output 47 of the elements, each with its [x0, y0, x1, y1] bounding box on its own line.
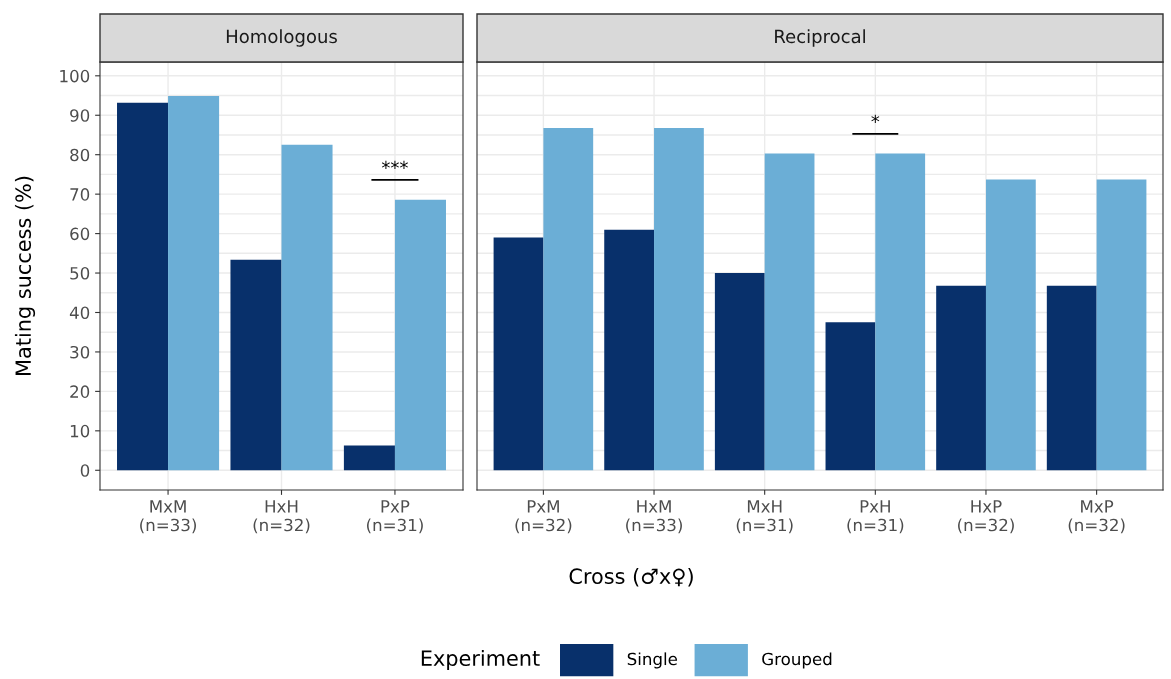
bar — [168, 95, 220, 471]
bar — [230, 259, 282, 471]
x-tick-label: PxP (n=31) — [367, 500, 423, 534]
y-tick-label: 40 — [69, 306, 90, 320]
bar — [343, 445, 395, 471]
annotation: *** — [381, 160, 408, 170]
bar — [936, 285, 986, 471]
chart-title: Reciprocal — [775, 29, 865, 47]
bar — [714, 273, 765, 471]
x-tick-label: MxP (n=32) — [1068, 500, 1125, 534]
y-tick-label: 100 — [60, 69, 90, 83]
y-tick-label: 0 — [80, 464, 90, 477]
bar — [493, 237, 544, 471]
bar — [1046, 285, 1097, 471]
y-tick-label: 30 — [70, 345, 90, 359]
chart-title: Homologous — [226, 29, 337, 47]
x-tick-label: HxM (n=33) — [626, 500, 682, 534]
bar — [543, 127, 594, 471]
y-tick-label: 10 — [70, 424, 90, 438]
bar — [394, 199, 446, 471]
bar — [875, 153, 926, 471]
y-tick-label: 90 — [70, 109, 90, 122]
annotation: * — [871, 114, 880, 123]
bar — [825, 322, 876, 471]
legend-label: Single — [627, 652, 678, 669]
bar — [281, 144, 333, 471]
y-tick-label: 50 — [70, 267, 90, 280]
bar — [654, 127, 704, 471]
bar — [985, 179, 1036, 471]
x-tick-label: PxM (n=32) — [515, 500, 572, 534]
bar — [764, 153, 815, 471]
x-tick-label: MxH (n=31) — [736, 500, 793, 534]
bar — [1096, 179, 1147, 471]
y-tick-label: 70 — [70, 188, 90, 201]
legend-title: Experiment — [421, 649, 540, 671]
y-tick-label: 80 — [70, 148, 90, 162]
bar — [117, 102, 169, 471]
x-tick-label: HxP (n=32) — [958, 500, 1014, 534]
y-tick-label: 20 — [70, 385, 90, 398]
bar — [604, 229, 655, 471]
legend-label: Grouped — [762, 652, 832, 669]
x-tick-label: PxH (n=31) — [847, 500, 904, 534]
y-axis-title: Mating success (%) — [14, 176, 36, 375]
y-tick-label: 60 — [70, 227, 90, 241]
x-tick-label: MxM (n=33) — [140, 500, 196, 534]
x-axis-title: Cross (♂x♀) — [569, 567, 693, 587]
x-tick-label: HxH (n=32) — [253, 500, 310, 534]
